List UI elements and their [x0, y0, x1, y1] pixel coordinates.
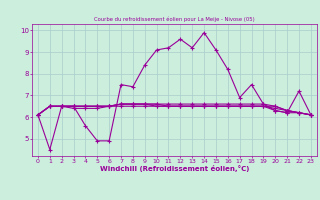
X-axis label: Windchill (Refroidissement éolien,°C): Windchill (Refroidissement éolien,°C) — [100, 165, 249, 172]
Title: Courbe du refroidissement éolien pour La Meije - Nivose (05): Courbe du refroidissement éolien pour La… — [94, 17, 255, 22]
